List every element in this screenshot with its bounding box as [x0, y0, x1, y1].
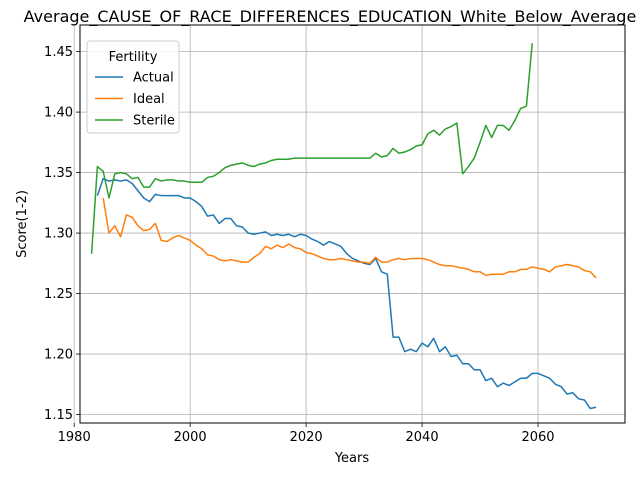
series-layer	[90, 43, 597, 410]
grid	[73, 25, 625, 423]
series-line-ideal	[102, 197, 597, 279]
legend-label-actual: Actual	[133, 71, 174, 86]
legend-box	[86, 40, 180, 134]
legend-title: Fertility	[109, 50, 158, 65]
x-axis-label: Years	[334, 451, 370, 466]
y-tick-label: 1.25	[44, 287, 73, 302]
x-tick-label: 2020	[290, 430, 323, 445]
x-tick-label: 2040	[406, 430, 439, 445]
x-tick-label: 1980	[58, 430, 91, 445]
plot-frame	[79, 24, 626, 424]
x-tick-label: 2060	[521, 430, 554, 445]
y-axis-label: Score(1-2)	[15, 190, 30, 258]
x-axis-ticks: 1980 2000 2020 2040 2060	[58, 423, 555, 445]
y-axis-ticks: 1.15 1.20 1.25 1.30 1.35 1.40 1.45	[44, 45, 80, 423]
legend-items: Actual Ideal Sterile	[95, 71, 175, 129]
chart-title: Average_CAUSE_OF_RACE_DIFFERENCES_EDUCAT…	[24, 7, 637, 27]
y-tick-label: 1.35	[44, 166, 73, 181]
legend-label-sterile: Sterile	[133, 114, 175, 129]
series-line-actual	[96, 177, 597, 410]
y-tick-label: 1.40	[44, 106, 73, 121]
y-tick-label: 1.45	[44, 45, 73, 60]
x-tick-label: 2000	[174, 430, 207, 445]
y-tick-label: 1.15	[44, 408, 73, 423]
y-tick-label: 1.30	[44, 227, 73, 242]
y-tick-label: 1.20	[44, 348, 73, 363]
series-line-sterile	[90, 43, 533, 254]
legend-label-ideal: Ideal	[133, 92, 165, 107]
legend: Fertility Actual Ideal Sterile	[86, 40, 180, 134]
